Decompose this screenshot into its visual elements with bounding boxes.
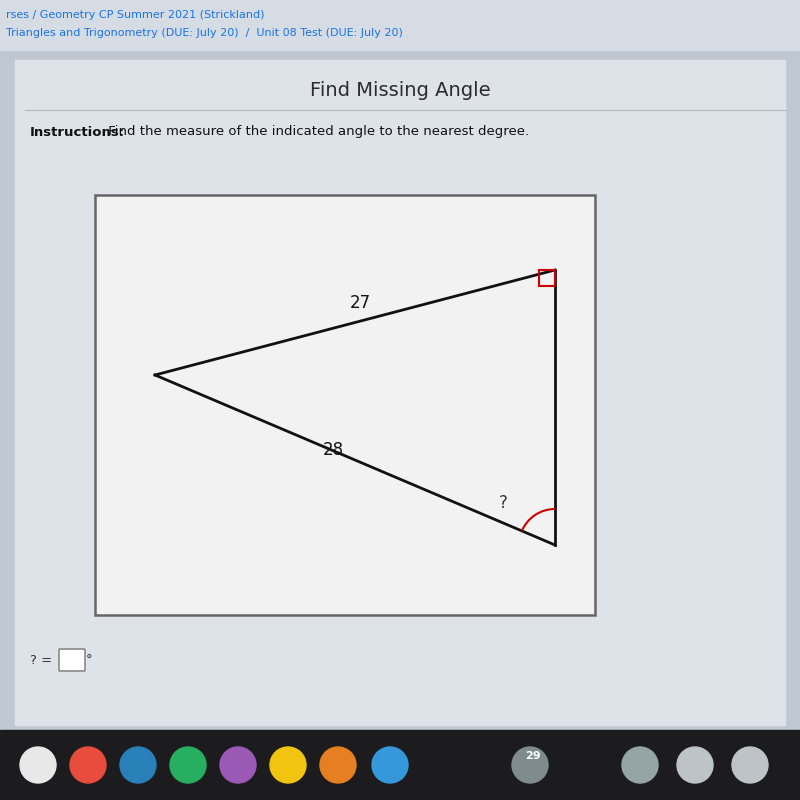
Text: Triangles and Trigonometry (DUE: July 20)  /  Unit 08 Test (DUE: July 20): Triangles and Trigonometry (DUE: July 20… — [6, 28, 403, 38]
Circle shape — [622, 747, 658, 783]
Bar — [15, 60, 785, 725]
Circle shape — [270, 747, 306, 783]
Text: ?: ? — [498, 494, 507, 512]
FancyBboxPatch shape — [59, 649, 85, 671]
Bar — [539, 270, 555, 286]
Circle shape — [732, 747, 768, 783]
Text: rses / Geometry CP Summer 2021 (Strickland): rses / Geometry CP Summer 2021 (Strickla… — [6, 10, 265, 20]
Text: ? =: ? = — [30, 654, 56, 666]
Text: 28: 28 — [322, 441, 343, 459]
Text: 29: 29 — [525, 751, 541, 761]
Text: 27: 27 — [350, 294, 370, 311]
Circle shape — [677, 747, 713, 783]
Circle shape — [220, 747, 256, 783]
Circle shape — [512, 747, 548, 783]
Circle shape — [320, 747, 356, 783]
Text: Find the measure of the indicated angle to the nearest degree.: Find the measure of the indicated angle … — [104, 126, 529, 138]
Bar — [0, 730, 800, 800]
Circle shape — [372, 747, 408, 783]
Circle shape — [120, 747, 156, 783]
Circle shape — [170, 747, 206, 783]
Text: °: ° — [86, 654, 93, 666]
Text: Instructions:: Instructions: — [30, 126, 125, 138]
Bar — [0, 0, 800, 50]
Text: Find Missing Angle: Find Missing Angle — [310, 81, 490, 99]
Bar — [95, 195, 595, 615]
Circle shape — [20, 747, 56, 783]
Circle shape — [70, 747, 106, 783]
